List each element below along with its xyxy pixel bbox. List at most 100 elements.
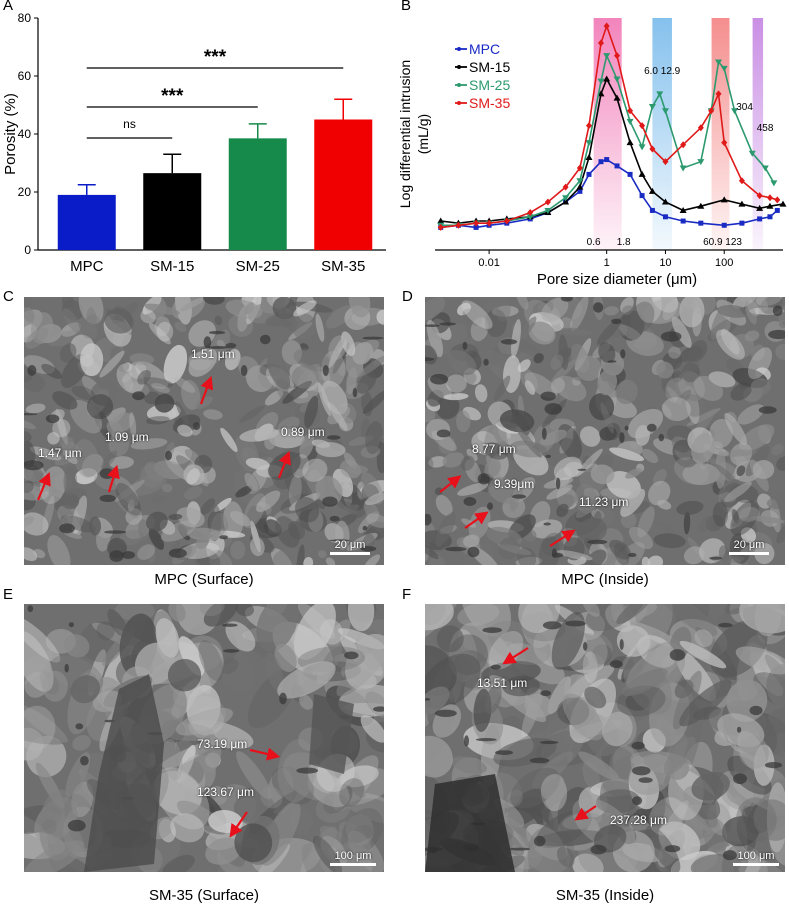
measurement-label: 1.47 μm — [38, 446, 82, 460]
pore-arrow — [464, 511, 489, 529]
sem-grain — [606, 471, 641, 500]
scale-bar: 100 μm — [733, 850, 779, 866]
sem-grain — [168, 604, 186, 622]
sem-grain — [515, 297, 529, 310]
sem-grain — [556, 846, 575, 868]
sem-grain — [637, 506, 655, 538]
sem-grain — [457, 302, 471, 316]
sem-pore — [669, 649, 686, 661]
sem-pore — [529, 757, 550, 764]
sem-grain — [621, 305, 634, 316]
caption-mpc-inside: MPC (Inside) — [561, 571, 649, 588]
pore-arrow — [107, 464, 120, 493]
sem-pore — [646, 423, 657, 432]
sem-grain — [366, 513, 384, 528]
sem-grain — [341, 808, 384, 855]
sem-grain — [673, 389, 692, 409]
sem-grain — [168, 513, 183, 520]
data-point — [585, 122, 592, 130]
sem-pore — [322, 496, 338, 507]
sem-grain — [363, 500, 379, 520]
sem-grain — [275, 516, 300, 548]
sem-grain — [119, 529, 144, 546]
sem-grain — [720, 482, 743, 508]
sem-grain — [24, 727, 67, 745]
x-tick-label: 1 — [604, 257, 610, 269]
sem-grain — [585, 549, 607, 565]
data-point — [627, 107, 634, 115]
sem-pore — [240, 365, 248, 377]
legend-label: SM-15 — [469, 59, 510, 75]
data-point — [626, 139, 634, 146]
sem-grain — [47, 329, 87, 347]
sem-grain — [647, 555, 664, 565]
sem-grain — [177, 524, 191, 541]
sem-pore — [660, 331, 682, 342]
sem-grain — [528, 321, 556, 345]
sem-grain — [186, 468, 200, 485]
band-label: 0.6 — [587, 237, 601, 248]
sem-grain — [683, 511, 691, 535]
data-point — [603, 22, 610, 30]
sem-grain — [272, 297, 297, 320]
sem-grain — [42, 670, 68, 702]
sem-pore — [430, 373, 449, 385]
sem-grain — [71, 495, 88, 534]
sem-grain — [766, 494, 785, 510]
sem-grain — [59, 435, 75, 450]
sem-grain — [358, 355, 384, 377]
sem-grain — [589, 393, 615, 421]
data-point — [738, 177, 745, 185]
sem-pore — [219, 535, 229, 540]
sem-grain — [425, 645, 457, 697]
sem-grain — [442, 452, 465, 468]
sem-pore — [772, 305, 783, 316]
sem-pore — [487, 502, 493, 510]
pore-arrow — [199, 375, 214, 405]
data-point — [585, 153, 593, 160]
sem-grain — [711, 554, 745, 563]
sem-grain — [24, 705, 56, 751]
sem-grain — [325, 305, 354, 329]
sem-grain — [708, 371, 736, 388]
sem-grain — [167, 658, 202, 692]
sem-grain — [513, 338, 542, 359]
pore-arrow — [249, 747, 281, 761]
sem-grain — [633, 337, 658, 350]
sem-grain — [648, 480, 671, 506]
sem-grain — [470, 317, 489, 342]
sem-grain — [570, 343, 590, 373]
y-tick-label: 80 — [18, 11, 32, 25]
sem-pore — [326, 435, 341, 440]
sem-grain — [266, 355, 291, 390]
data-point — [697, 202, 705, 209]
sem-pore — [495, 750, 514, 755]
sem-grain — [590, 464, 615, 485]
data-point — [544, 207, 552, 214]
sem-grain — [376, 437, 384, 474]
sem-pore — [352, 387, 358, 398]
sem-grain — [304, 395, 319, 429]
sem-grain — [679, 640, 727, 669]
significance-label: *** — [161, 86, 184, 107]
data-point — [597, 39, 604, 47]
sem-grain — [445, 374, 467, 393]
sem-grain — [531, 751, 574, 789]
sem-pore — [328, 539, 351, 542]
scale-bar-line — [729, 552, 769, 555]
data-point — [680, 141, 687, 149]
data-point — [526, 214, 534, 221]
sem-grain — [291, 313, 316, 340]
sem-grain — [771, 443, 784, 456]
sem-grain — [566, 665, 615, 698]
sem-grain — [582, 651, 598, 683]
sem-pore — [709, 556, 723, 560]
sem-grain — [24, 373, 45, 392]
sem-grain — [236, 751, 272, 800]
data-point — [503, 217, 510, 225]
porosity-bar-chart: 0 20 40 60 80 Porosity (%) MPC SM-15 SM-25 SM-35 n… — [2, 11, 386, 275]
sem-grain — [541, 297, 569, 322]
sem-grain — [531, 519, 563, 539]
sem-pore — [632, 766, 651, 776]
